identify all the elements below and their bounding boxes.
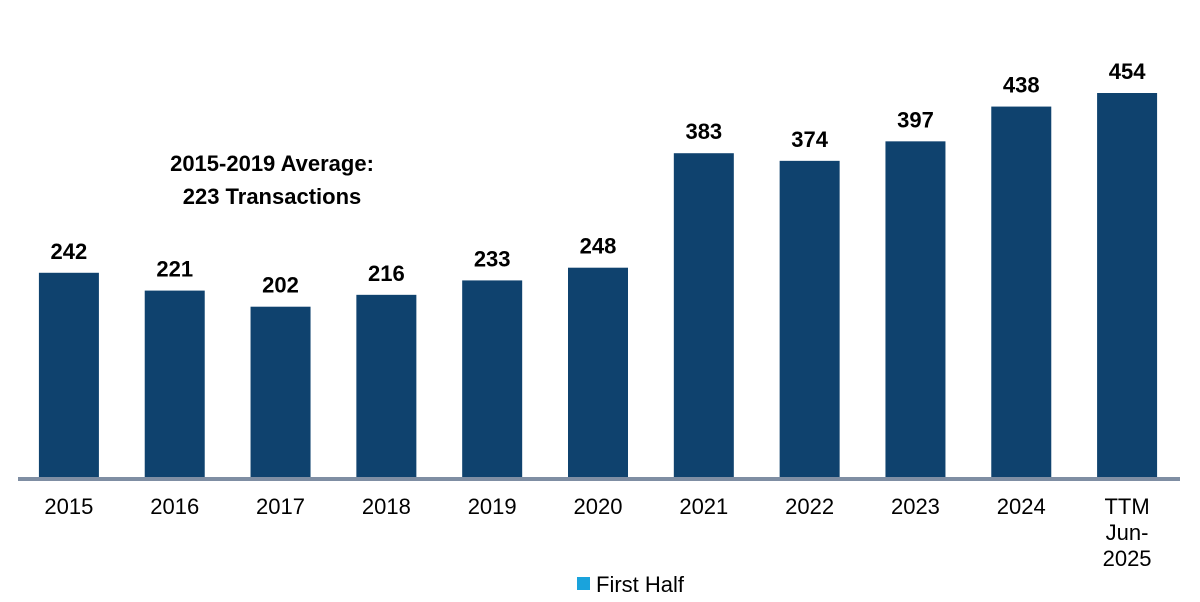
bar <box>779 160 840 478</box>
x-tick-label: 2020 <box>573 494 623 519</box>
data-label: 374 <box>791 127 828 152</box>
x-tick-label: 2021 <box>679 494 729 519</box>
data-label: 397 <box>897 107 934 132</box>
x-tick-label: 2018 <box>361 494 411 519</box>
annotation: 2015-2019 Average: 223 Transactions <box>170 151 374 209</box>
bar <box>144 290 205 478</box>
x-tick-label: 2016 <box>150 494 200 519</box>
x-tick-label: 2019 <box>467 494 517 519</box>
bar <box>356 294 417 478</box>
data-label: 202 <box>262 273 299 298</box>
data-label: 242 <box>51 239 88 264</box>
legend-label: First Half <box>596 572 685 597</box>
x-tick-label: TTM Jun-2025 <box>1102 494 1152 571</box>
legend-swatch <box>577 577 590 590</box>
data-label: 248 <box>580 234 617 259</box>
bar <box>38 272 99 478</box>
x-tick-label: 2015 <box>44 494 94 519</box>
data-label: 233 <box>474 246 511 271</box>
bar <box>568 267 628 478</box>
data-label: 438 <box>1003 73 1040 98</box>
bar <box>991 106 1052 479</box>
x-tick-label: 2023 <box>890 494 940 519</box>
bar <box>250 306 311 478</box>
bar <box>885 141 946 478</box>
bar <box>673 153 734 478</box>
x-tick-label: 2017 <box>256 494 306 519</box>
data-label: 216 <box>368 261 405 286</box>
data-label: 383 <box>685 119 722 144</box>
x-tick-label: 2024 <box>996 494 1046 519</box>
bar <box>462 280 523 478</box>
bar <box>1097 93 1158 479</box>
x-tick-label: 2022 <box>785 494 835 519</box>
data-label: 454 <box>1109 59 1146 84</box>
data-label: 221 <box>156 257 193 282</box>
